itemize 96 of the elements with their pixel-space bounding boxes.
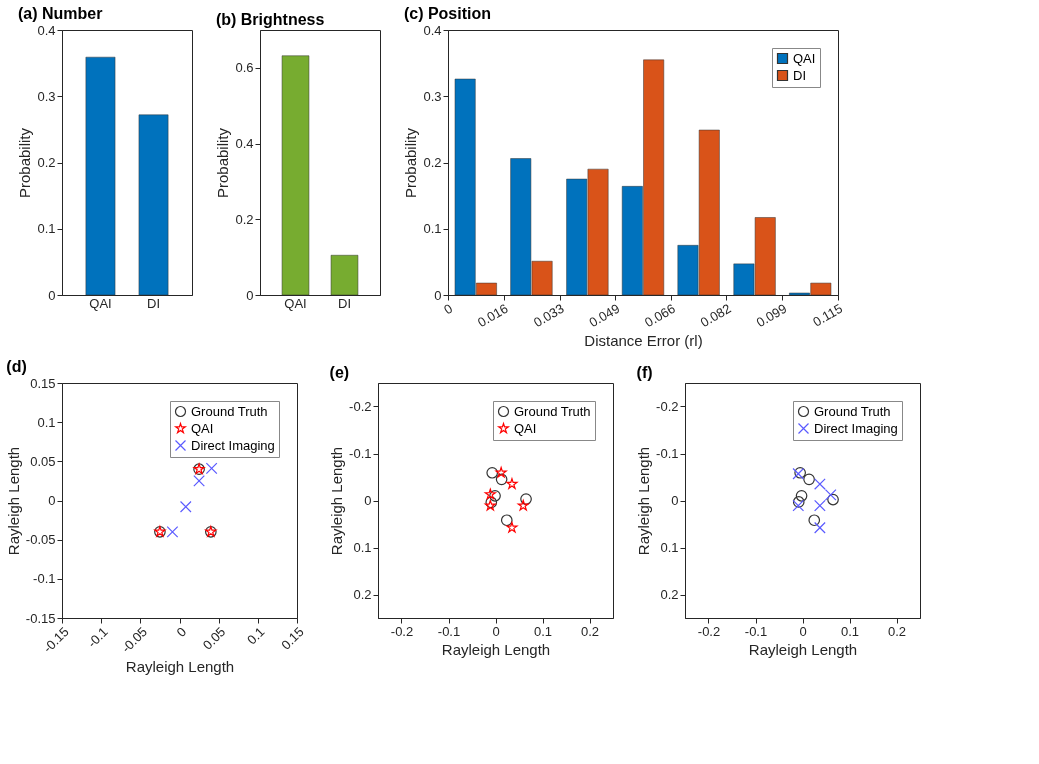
point xyxy=(803,473,815,486)
point xyxy=(495,466,507,478)
y-tick-label: 0.4 xyxy=(235,136,254,152)
y-tick-label: -0.1 xyxy=(656,446,679,461)
point xyxy=(166,525,179,538)
x-tick-label: 0.2 xyxy=(887,623,907,639)
chart-title: (b) Brightness xyxy=(215,11,325,28)
y-tick-label: -0.05 xyxy=(25,532,56,548)
y-axis-title: Rayleigh Length xyxy=(4,446,22,556)
point xyxy=(795,489,808,502)
y-tick-label: 0.2 xyxy=(235,211,254,227)
x-tick-label: 0.115 xyxy=(810,300,845,330)
x-tick-label: 0 xyxy=(173,624,190,640)
x-tick-label: 0.2 xyxy=(580,623,600,639)
chart-title: (f) xyxy=(636,364,653,381)
x-tick-label: 0.15 xyxy=(278,624,307,653)
x-tick-label: DI xyxy=(337,295,351,311)
legend-label: Ground Truth xyxy=(191,403,268,419)
point xyxy=(814,521,826,534)
point xyxy=(824,489,837,501)
x-tick-label: QAI xyxy=(89,295,112,311)
y-tick-label: 0.1 xyxy=(353,540,372,555)
x-axis-title: Rayleigh Length xyxy=(441,640,551,658)
y-tick-label: 0.05 xyxy=(30,453,56,469)
x-tick-label: -0.1 xyxy=(84,624,111,651)
y-tick-label: 0.4 xyxy=(37,22,56,38)
legend-label: Direct Imaging xyxy=(814,420,898,436)
x-tick-label: -0.2 xyxy=(390,623,414,639)
x-tick-label: 0 xyxy=(492,623,500,639)
y-tick-label: -0.2 xyxy=(656,399,679,414)
y-axis-title: Probability xyxy=(214,127,232,199)
y-tick-label: -0.1 xyxy=(349,446,372,461)
y-tick-label: 0.4 xyxy=(423,22,442,38)
chart-title: (d) xyxy=(6,358,27,375)
y-tick-label: 0.2 xyxy=(353,587,372,602)
point xyxy=(506,521,518,533)
legend-label: QAI xyxy=(793,50,816,66)
point xyxy=(484,488,496,500)
y-tick-label: -0.2 xyxy=(349,399,372,414)
x-tick-label: -0.1 xyxy=(744,623,768,639)
legend-label: QAI xyxy=(191,420,214,436)
y-tick-label: 0.2 xyxy=(660,587,679,602)
x-tick-label: 0 xyxy=(441,300,455,318)
x-tick-label: QAI xyxy=(284,295,307,311)
y-tick-label: 0 xyxy=(364,493,372,508)
point xyxy=(520,493,532,505)
y-tick-label: 0.15 xyxy=(30,375,56,391)
point xyxy=(827,493,839,506)
y-tick-label: 0 xyxy=(671,493,679,508)
legend-label: DI xyxy=(793,67,806,83)
point xyxy=(486,466,499,479)
x-tick-label: 0.1 xyxy=(840,623,860,639)
x-tick-label: -0.2 xyxy=(697,623,721,639)
point xyxy=(495,473,508,486)
point xyxy=(205,462,218,475)
x-axis-title: Distance Error (rl) xyxy=(584,332,703,350)
y-tick-label: 0.2 xyxy=(37,155,56,170)
x-tick-label: 0 xyxy=(799,623,807,639)
y-tick-label: 0.1 xyxy=(423,221,442,237)
point xyxy=(500,514,513,527)
y-tick-label: 0 xyxy=(48,493,56,508)
chart-title: (a) Number xyxy=(17,5,103,22)
y-tick-label: 0.3 xyxy=(37,88,56,104)
y-axis-title: Rayleigh Length xyxy=(635,446,653,556)
x-tick-label: 0.1 xyxy=(533,623,553,639)
x-axis-title: Rayleigh Length xyxy=(748,640,858,658)
legend-label: Direct Imaging xyxy=(191,437,275,453)
y-tick-label: 0.3 xyxy=(423,88,442,104)
x-tick-label: DI xyxy=(147,295,161,311)
y-tick-label: 0.6 xyxy=(235,60,254,76)
y-tick-label: 0.1 xyxy=(37,414,56,430)
point xyxy=(814,478,826,490)
y-tick-label: -0.1 xyxy=(33,571,56,587)
y-tick-label: 0.1 xyxy=(37,221,56,237)
point xyxy=(489,489,501,502)
x-tick-label: -0.1 xyxy=(437,623,461,639)
chart-title: (e) xyxy=(329,364,350,381)
y-tick-label: 0.1 xyxy=(660,540,679,555)
point xyxy=(193,475,205,487)
y-axis-title: Probability xyxy=(16,127,34,199)
y-tick-label: -0.15 xyxy=(25,610,56,626)
point xyxy=(179,500,192,513)
point xyxy=(808,514,821,527)
point xyxy=(517,499,529,511)
y-tick-label: 0.2 xyxy=(423,155,442,170)
legend-label: QAI xyxy=(514,420,537,436)
legend-label: Ground Truth xyxy=(514,403,591,419)
legend-label: Ground Truth xyxy=(814,403,891,419)
point xyxy=(792,499,805,512)
chart-title: (c) Position xyxy=(403,5,492,22)
y-axis-title: Probability xyxy=(402,127,420,199)
point xyxy=(814,499,826,512)
y-axis-title: Rayleigh Length xyxy=(328,446,346,556)
point xyxy=(792,496,805,508)
x-axis-title: Rayleigh Length xyxy=(125,657,235,675)
x-tick-label: 0.05 xyxy=(199,624,229,653)
